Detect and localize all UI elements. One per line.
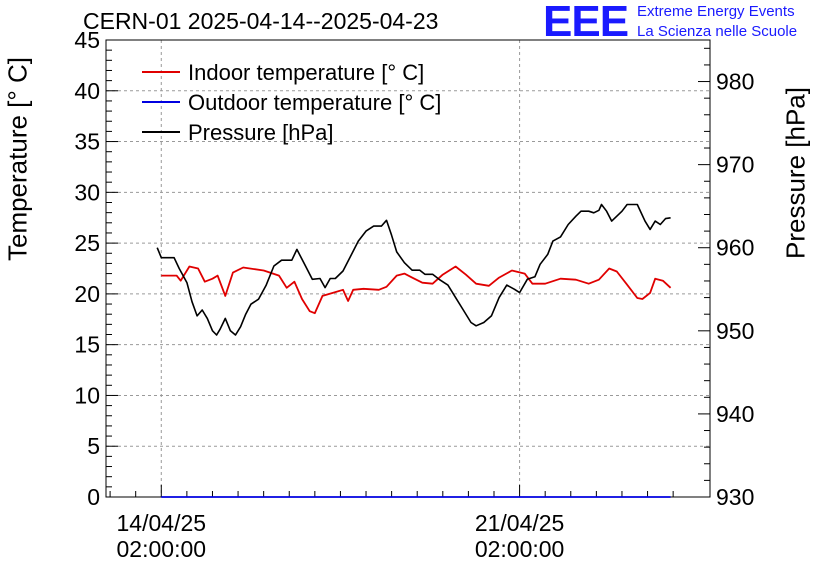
- y-left-tick-label: 40: [74, 78, 100, 104]
- y-left-tick-label: 10: [74, 382, 100, 408]
- legend-label-1: Indoor temperature [° C]: [188, 60, 424, 85]
- y-right-tick-label: 980: [716, 69, 754, 95]
- y-right-tick-label: 960: [716, 235, 754, 261]
- x-tick-label-date: 21/04/25: [475, 510, 565, 536]
- y-left-tick-label: 25: [74, 230, 100, 256]
- series-line-3: [156, 203, 671, 336]
- y-left-tick-label: 45: [74, 27, 100, 53]
- org-name-line2: La Scienza nelle Scuole: [637, 23, 798, 40]
- y-left-tick-label: 35: [74, 129, 100, 155]
- y-right-tick-label: 970: [716, 152, 754, 178]
- eee-logo: EEE: [543, 0, 629, 46]
- y-left-tick-label: 5: [87, 433, 100, 459]
- y-right-tick-label: 950: [716, 318, 754, 344]
- chart-title: CERN-01 2025-04-14--2025-04-23: [83, 8, 439, 34]
- org-name-line1: Extreme Energy Events: [637, 3, 795, 20]
- y-right-tick-label: 940: [716, 401, 754, 427]
- y-left-tick-label: 15: [74, 332, 100, 358]
- x-tick-label-time: 02:00:00: [475, 536, 565, 562]
- legend-label-2: Outdoor temperature [° C]: [188, 90, 441, 115]
- y-right-tick-label: 930: [716, 484, 754, 510]
- x-tick-label-date: 14/04/25: [117, 510, 207, 536]
- y-left-tick-label: 20: [74, 281, 100, 307]
- series-line-1: [161, 265, 672, 315]
- legend-label-3: Pressure [hPa]: [188, 120, 334, 145]
- x-tick-label-time: 02:00:00: [117, 536, 207, 562]
- y-left-tick-label: 0: [87, 484, 100, 510]
- y-left-tick-label: 30: [74, 179, 100, 205]
